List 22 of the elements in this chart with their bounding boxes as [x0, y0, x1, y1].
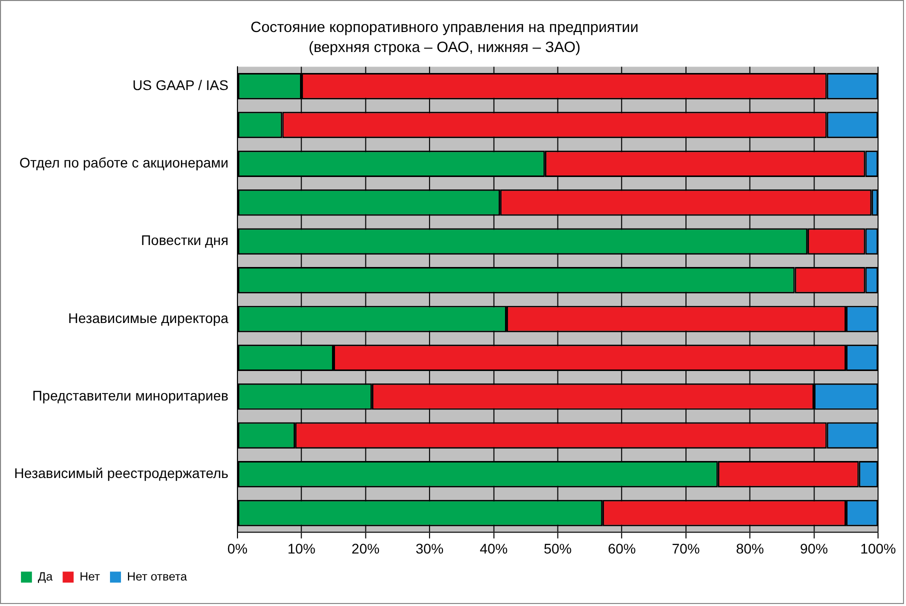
- x-tick-label: 60%: [608, 540, 636, 557]
- x-tick-label: 90%: [800, 540, 828, 557]
- x-tick-label: 100%: [860, 540, 896, 557]
- y-tick-label: Независимые директора: [68, 310, 229, 326]
- chart-title: Состояние корпоративного управления на предприятии: [250, 19, 638, 36]
- legend-label: Да: [38, 569, 54, 584]
- x-tick-label: 20%: [352, 540, 380, 557]
- x-tick-label: 80%: [736, 540, 764, 557]
- x-tick-label: 50%: [544, 540, 572, 557]
- legend-label: Нет ответа: [126, 569, 188, 584]
- x-tick-label: 40%: [480, 540, 508, 557]
- y-tick-label: US GAAP / IAS: [132, 77, 228, 94]
- x-tick-label: 30%: [416, 540, 444, 557]
- x-tick-label: 0%: [227, 540, 248, 557]
- legend-label: Нет: [80, 569, 101, 584]
- x-tick-label: 10%: [287, 540, 316, 557]
- chart-subtitle: (верхняя строка – ОАО, нижняя – ЗАО): [308, 38, 580, 56]
- y-tick-label: Отдел по работе с акционерами: [19, 154, 228, 171]
- y-tick-label: Независимый реестродержатель: [14, 465, 228, 482]
- x-tick-label: 70%: [672, 540, 700, 557]
- y-tick-label: Повестки дня: [141, 232, 228, 248]
- y-tick-label: Представители миноритариев: [32, 387, 228, 404]
